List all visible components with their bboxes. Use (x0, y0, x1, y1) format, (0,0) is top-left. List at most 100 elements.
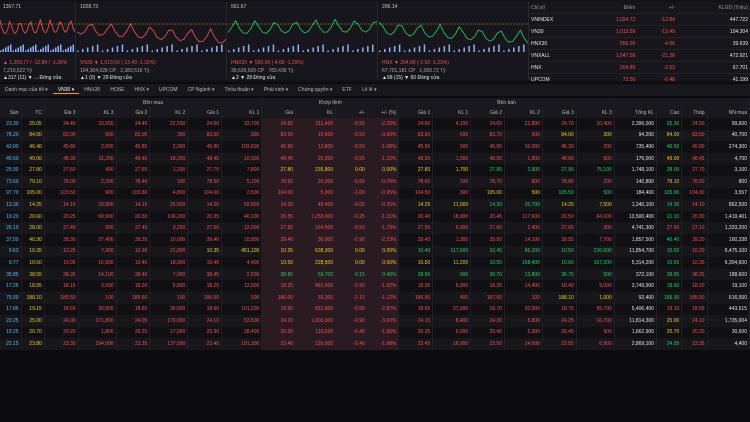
stock-row[interactable]: 23.30 25.05 24.40 33,500 24.45 22,500 24.50 33,… (0, 118, 750, 130)
cell-t-ng-kl: 184,400 (614, 187, 657, 200)
mini-chart-1[interactable]: 1307.71 ▲ 1,259.77 / -12.84 / -1.26% 7,2… (0, 2, 76, 81)
index-row[interactable]: HNX30 556.09 -4.66 39.639 (529, 37, 750, 50)
nav-tab[interactable]: ETF (342, 87, 352, 93)
cell-gi-3: 39.30 (44, 233, 79, 246)
cell-t-ng-kl: 1,748,100 (614, 164, 657, 176)
nav-tab[interactable]: HOSE (110, 87, 125, 93)
column-header[interactable]: KL 3 (78, 108, 117, 118)
nav-tab[interactable]: Thỏa thuận ▾ (224, 87, 254, 93)
column-header[interactable]: KL 3 (576, 108, 615, 118)
nav-tab[interactable]: Lô lẻ ▾ (361, 87, 377, 93)
column-header[interactable]: Giá 2 (470, 108, 505, 118)
stock-row[interactable]: 22.15 23.80 23.30 194,000 23.35 137,500 23.40 1… (0, 338, 750, 350)
cell-gi-1: 10.50 (398, 257, 434, 269)
column-header[interactable]: Giá (261, 108, 297, 118)
cell--: -0.95% (367, 187, 400, 200)
column-header[interactable]: KL 2 (149, 108, 189, 118)
cell-t-ng-kl: 735,400 (614, 141, 657, 153)
mini-chart-3[interactable]: 561.67 HNX30 ▼ 556.09 (-4.66 -1.29%) 39,… (228, 2, 378, 81)
stock-row[interactable]: 9.63 10.35 10.25 7,900 10.30 21,800 10.35 451,1… (0, 245, 750, 258)
nav-tab[interactable]: HNX ▾ (134, 87, 149, 93)
column-header[interactable]: KL 1 (221, 108, 263, 118)
cell--: -0.25 (335, 210, 368, 223)
nav-tab[interactable]: HNX30 (84, 87, 101, 93)
cell-gi-1: 20.35 (187, 210, 223, 223)
cell--: 0.15 (335, 268, 368, 281)
cell-th-p: 18.55 (681, 303, 708, 316)
nav-tab[interactable]: Chứng quyền ▾ (298, 87, 333, 93)
column-header[interactable]: Giá 3 (44, 108, 79, 118)
cell-gi-3: 18.50 (44, 303, 79, 316)
cell--: -0.90 (335, 315, 368, 327)
mini-chart-4[interactable]: 206.14 HNX ▼ 204.89 (-2.53 -1.23%) 67,70… (379, 2, 529, 81)
stock-row[interactable]: 45.60 49.00 48.30 11,200 48.40 18,200 48.45 10,… (0, 152, 750, 165)
stock-row[interactable]: 17.25 18.55 18.15 3,500 18.20 5,800 18.25 12,50… (0, 280, 750, 292)
stock-row[interactable]: 75.00 188.10 185.50 100 185.60 100 186.00 500 18… (0, 291, 750, 304)
cell-gi-1: 48.50 (398, 152, 434, 165)
cell-gi-2: 78.70 (470, 175, 505, 188)
column-header[interactable]: Giá 1 (398, 108, 434, 118)
column-header[interactable]: Tổng KL (614, 108, 657, 118)
cell-gi-2: 20.30 (116, 210, 151, 223)
cell-nn-mua: 443,515 (707, 303, 750, 316)
column-header[interactable]: NN mua (707, 108, 750, 118)
nav-tab[interactable]: CP Ngành ▾ (187, 87, 215, 93)
stock-row[interactable]: 13.30 14.25 14.10 33,800 14.15 25,600 14.20 59,… (0, 199, 750, 211)
cell-cao: 25.30 (656, 118, 683, 130)
index-row[interactable]: VN30 1,013.59 -13.49 104.304 (529, 25, 750, 38)
nav-tab[interactable]: Danh mục của tôi ▾ (5, 87, 48, 93)
index-row[interactable]: VNINDEX 1,024.72 -12.84 447.722 (529, 13, 750, 26)
cell-kl-3: 500 (576, 187, 615, 200)
stock-row[interactable]: 19.20 20.60 20.25 69,900 20.30 106,200 20.35 40… (0, 210, 750, 223)
cell-kl-3: 300 (576, 129, 615, 142)
cell-gi-2: 20.45 (470, 210, 505, 223)
column-header[interactable]: Thấp (681, 108, 708, 118)
mini-chart-2[interactable]: 1028.73 VN30 ▼ 1,013.59 (-13.49 -1.32%) … (77, 2, 227, 81)
cell-nn-mua: 1,735,004 (707, 315, 750, 327)
column-header[interactable]: KL 2 (504, 108, 543, 118)
cell-s-n: 75.00 (0, 291, 22, 304)
cell-gi-1: 10.35 (187, 245, 223, 258)
cell-kl-1: 16,000 (432, 338, 472, 350)
cell-nn-mua: 3,557 (707, 187, 750, 200)
stock-row[interactable]: 35.85 38.55 38.35 14,100 38.40 7,000 38.45 2,50… (0, 268, 750, 281)
column-header[interactable]: Giá 2 (116, 108, 151, 118)
column-header[interactable]: Giá 3 (542, 108, 577, 118)
stock-row[interactable]: 26.10 28.00 27.40 900 27.45 3,200 27.50 12,000 2… (0, 222, 750, 234)
column-header[interactable]: Giá 1 (187, 108, 223, 118)
stock-row[interactable]: 19.25 20.70 20.20 1,800 20.25 17,900 20.30 28,4… (0, 326, 750, 339)
stock-row[interactable]: 17.85 19.15 18.50 30,800 18.55 36,600 18.60 101… (0, 303, 750, 316)
cell--: 0.00 (335, 257, 368, 269)
stock-row[interactable]: 43.00 46.40 45.80 2,000 45.85 2,000 45.90 103,6… (0, 141, 750, 153)
stock-row[interactable]: 9.77 10.50 10.35 16,900 10.40 18,900 10.45 4,40… (0, 257, 750, 269)
stock-row[interactable]: 37.50 40.30 39.30 27,400 39.35 10,000 39.40 10,… (0, 233, 750, 246)
cell-nn-mua: 4,700 (707, 152, 750, 165)
cell-kl: 5,000 (295, 187, 337, 200)
column-header[interactable]: Cao (656, 108, 683, 118)
cell-gi-3: 18.75 (542, 303, 577, 316)
cell-gi-: 10.35 (261, 245, 297, 258)
cell-kl-3: 171,800 (78, 315, 117, 327)
stock-row[interactable]: 23.25 25.00 24.00 171,800 24.05 179,000 24.10 5… (0, 315, 750, 327)
cell-gi-1: 14.20 (187, 199, 223, 211)
column-header[interactable]: +/- (%) (367, 108, 400, 118)
column-header[interactable]: Sàn (0, 108, 22, 118)
column-header[interactable]: TC (21, 108, 45, 118)
column-header[interactable]: +/- (335, 108, 368, 118)
stock-row[interactable]: 78.20 84.00 82.00 500 83.00 300 83.50 300 83.50 1… (0, 129, 750, 142)
nav-tab[interactable]: VN30 ▾ (52, 87, 80, 94)
column-header[interactable]: KL 1 (432, 108, 472, 118)
cell-kl-1: 103,600 (221, 141, 263, 153)
cell--: -0.05 (335, 199, 368, 211)
stock-row[interactable]: 25.90 27.80 27.60 400 27.65 1,200 27.75 7,800 27… (0, 164, 750, 176)
nav-tab[interactable]: UPCOM (158, 87, 178, 93)
cell-kl-1: 101,200 (221, 303, 263, 316)
mini-chart-value: 1028.73 (80, 4, 99, 10)
cell-kl: 59,700 (295, 268, 337, 281)
stock-row[interactable]: 73.60 79.10 78.00 2,200 78.40 100 78.50 5,100 78… (0, 175, 750, 188)
column-header[interactable]: KL (295, 108, 337, 118)
index-row[interactable]: VNXALL 1,547.58 -21.38 472.921 (529, 49, 750, 62)
index-row[interactable]: HNX 204.89 -2.53 67.701 (529, 61, 750, 74)
nav-tab[interactable]: Phái sinh ▾ (263, 87, 289, 93)
stock-row[interactable]: 97.70 105.00 103.50 900 103.80 4,800 104.00 2,5… (0, 187, 750, 200)
